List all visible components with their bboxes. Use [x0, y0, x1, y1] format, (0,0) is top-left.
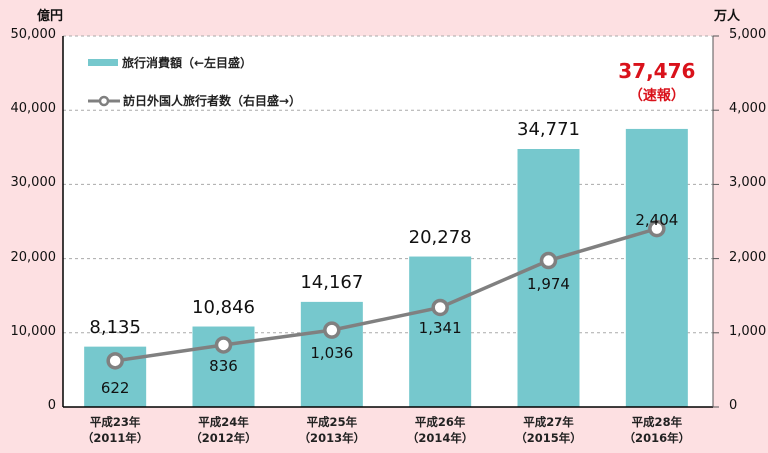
legend-bar-swatch-icon: [88, 59, 118, 66]
legend-bar: 旅行消費額（←左目盛）: [88, 54, 252, 71]
legend-bar-label: 旅行消費額（←左目盛）: [122, 56, 253, 70]
left-axis-tick: 10,000: [10, 323, 57, 339]
left-axis-tick: 30,000: [10, 175, 57, 191]
right-axis-tick: 3,000: [729, 175, 767, 191]
x-axis-label: 平成26年 （2014年）: [406, 415, 474, 445]
bar-value-label: 14,167: [300, 271, 364, 293]
left-axis-tick: 0: [47, 398, 56, 413]
line-value-label: 1,974: [527, 274, 570, 293]
line-marker: [648, 219, 666, 238]
bar-value-label: 20,278: [408, 226, 472, 248]
x-axis-label: 平成24年 （2012年）: [190, 415, 257, 445]
line-marker: [106, 352, 124, 370]
plot-area: [62, 35, 719, 408]
right-axis-tick: 2,000: [729, 249, 767, 265]
legend-line: 訪日外国人旅行者数（右目盛→）: [88, 92, 301, 109]
preliminary-note: （速報）: [628, 87, 685, 104]
right-axis-tick: 4,000: [729, 101, 767, 117]
right-axis-tick: 0: [729, 398, 738, 413]
left-axis-tick: 40,000: [10, 101, 57, 117]
legend-line-marker-icon: [88, 95, 120, 106]
x-axis-label: 平成28年 （2016年）: [623, 415, 691, 445]
bar: [625, 128, 688, 407]
right-axis-unit: 万人: [714, 9, 741, 24]
bar: [300, 301, 363, 407]
line-value-label: 1,036: [310, 344, 354, 363]
bar: [409, 256, 472, 407]
line-value-label: 836: [209, 356, 238, 375]
line-value-label: 2,404: [635, 210, 679, 229]
x-axis-label: 平成27年 （2015年）: [515, 415, 582, 445]
right-axis-tick: 1,000: [729, 323, 767, 339]
x-axis-label: 平成25年 （2013年）: [298, 415, 366, 445]
legend-line-label: 訪日外国人旅行者数（右目盛→）: [123, 94, 302, 108]
line-marker: [323, 321, 341, 339]
bar-value-label: 10,846: [192, 296, 255, 318]
right-axis-tick: 5,000: [729, 27, 767, 42]
bar-value-label: 34,771: [517, 118, 580, 140]
left-axis-unit: 億円: [37, 9, 64, 24]
line-value-label: 1,341: [418, 319, 462, 338]
line-marker: [539, 251, 558, 270]
bar-value-label: 37,476: [618, 58, 696, 83]
line-marker: [214, 336, 233, 354]
bar: [517, 148, 580, 407]
left-axis-tick: 20,000: [10, 249, 57, 265]
bar-value-label: 8,135: [89, 316, 141, 338]
left-axis-tick: 50,000: [10, 27, 57, 42]
line-marker: [431, 298, 449, 317]
x-axis-label: 平成23年 （2011年）: [81, 415, 149, 445]
line-value-label: 622: [100, 378, 130, 397]
